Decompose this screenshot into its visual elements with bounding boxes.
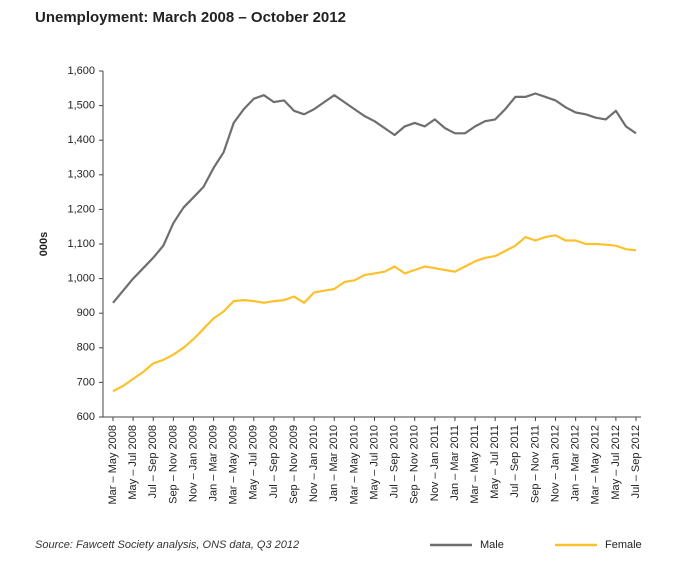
x-tick-label: Jul – Sep 2009 [268, 425, 280, 498]
y-tick-label: 1,600 [67, 65, 95, 77]
source-note: Source: Fawcett Society analysis, ONS da… [35, 539, 299, 551]
x-tick-label: Sep – Nov 2010 [409, 425, 421, 504]
x-tick-label: Mar – May 2009 [228, 425, 240, 504]
line-series [112, 234, 637, 393]
y-tick-label: 1,400 [67, 134, 95, 146]
x-tick-label: Sep – Nov 2009 [288, 425, 300, 504]
y-tick-label: 1,200 [67, 203, 95, 215]
x-tick-label: Nov – Jan 2011 [429, 425, 441, 501]
legend-label: Female [605, 539, 642, 551]
x-tick-label: Jan – Mar 2009 [207, 425, 219, 501]
y-tick-label: 600 [77, 411, 95, 423]
y-tick-label: 700 [77, 376, 95, 388]
y-tick-label: 1,000 [67, 273, 95, 285]
y-tick-label: 1,100 [67, 238, 95, 250]
x-tick-label: Jul – Sep 2012 [630, 425, 642, 498]
x-tick-label: Nov – Jan 2010 [308, 425, 320, 502]
x-tick-label: Jan – Mar 2011 [449, 425, 461, 501]
x-tick-label: Nov – Jan 2012 [549, 425, 561, 502]
x-tick-label: Jul – Sep 2010 [389, 425, 401, 498]
x-tick-label: Jul – Sep 2011 [509, 425, 521, 498]
x-tick-label: May – Jul 2011 [489, 425, 501, 499]
x-tick-label: Mar – May 2010 [348, 425, 360, 504]
x-tick-label: May – Jul 2010 [368, 425, 380, 500]
y-tick-label: 900 [77, 307, 95, 319]
y-axis-label: 000s [38, 232, 50, 256]
x-tick-label: Sep – Nov 2008 [167, 425, 179, 504]
legend-label: Male [480, 539, 504, 551]
x-tick-label: Sep – Nov 2011 [529, 425, 541, 503]
x-tick-label: Nov – Jan 2009 [187, 425, 199, 502]
x-tick-label: Mar – May 2012 [590, 425, 602, 504]
x-tick-label: Jul – Sep 2008 [147, 425, 159, 498]
x-tick-label: May – Jul 2008 [127, 425, 139, 500]
x-tick-label: Mar – May 2011 [469, 425, 481, 504]
x-tick-label: May – Jul 2012 [610, 425, 622, 500]
x-tick-label: Jan – Mar 2012 [570, 425, 582, 501]
y-tick-label: 1,500 [67, 100, 95, 112]
y-tick-label: 800 [77, 342, 95, 354]
line-series [112, 92, 637, 304]
x-tick-label: May – Jul 2009 [248, 425, 260, 500]
y-tick-label: 1,300 [67, 169, 95, 181]
x-tick-label: Mar – May 2008 [107, 425, 119, 504]
chart-title: Unemployment: March 2008 – October 2012 [35, 9, 346, 26]
x-tick-label: Jan – Mar 2010 [328, 425, 340, 501]
